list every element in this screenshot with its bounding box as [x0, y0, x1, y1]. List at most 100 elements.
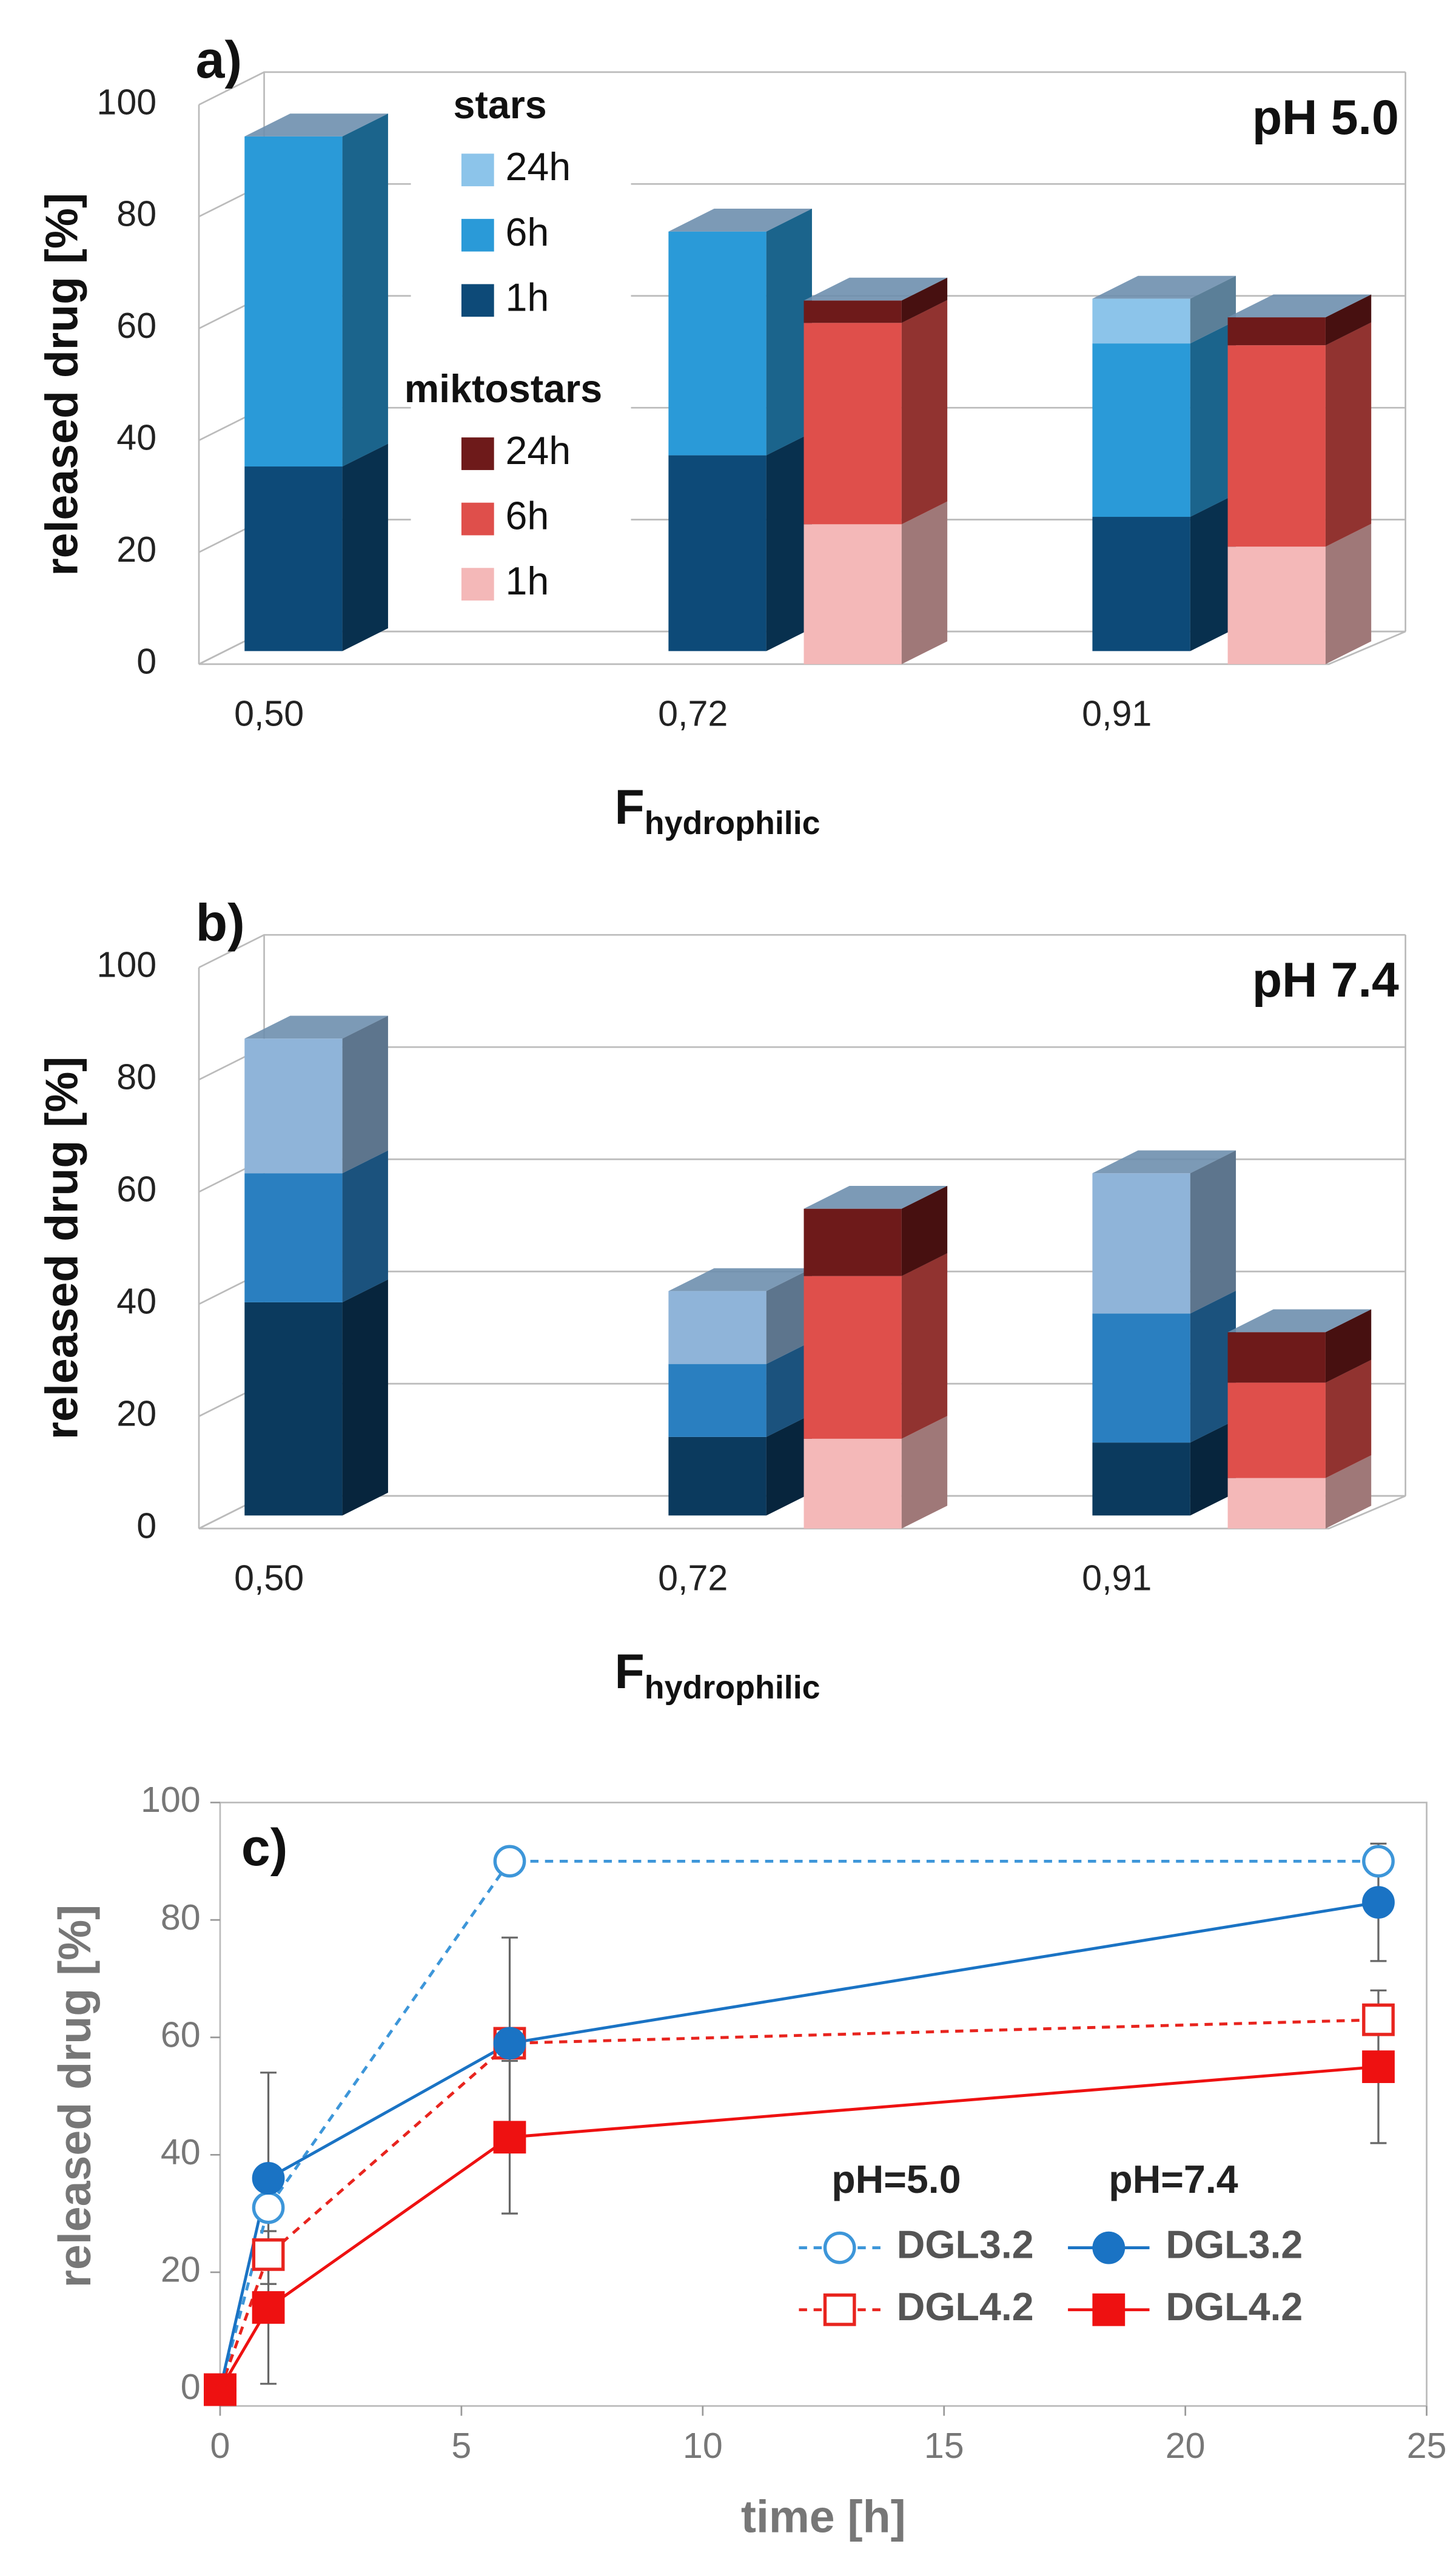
- bar-side-shade: [901, 1416, 948, 1529]
- y-axis-label: released drug [%]: [36, 193, 87, 576]
- bar-segment-side: [766, 432, 812, 651]
- marker: [493, 2121, 526, 2154]
- x-axis-label-sub: hydrophilic: [645, 1669, 820, 1706]
- series-line: [218, 1900, 1379, 2391]
- bar-segment-side: [901, 300, 948, 525]
- legend-label: 1h: [505, 275, 549, 319]
- bar-segment: [1227, 1478, 1326, 1529]
- bar-segment-side: [901, 277, 948, 323]
- bar-segment: [1227, 1382, 1326, 1478]
- bar-segment-side: [766, 1268, 812, 1364]
- floor: [198, 630, 1406, 665]
- bar-top: [1092, 275, 1236, 299]
- bar-segment-side: [342, 1150, 388, 1302]
- marker: [252, 2291, 285, 2324]
- y-tick-label: 20: [116, 1393, 156, 1434]
- bar-segment: [1092, 298, 1190, 344]
- y-tick-label: 100: [96, 944, 156, 985]
- bar-segment-side: [342, 113, 388, 467]
- legend-label: 6h: [505, 494, 549, 538]
- bar-segment-side: [1325, 1359, 1372, 1478]
- y-tick-label: 100: [141, 1779, 201, 1820]
- bar-segment-side: [1325, 294, 1372, 346]
- x-axis-label-sub: hydrophilic: [645, 805, 820, 841]
- legend-marker-shape: [823, 2293, 856, 2326]
- plot-frame: [219, 1802, 1427, 2407]
- bar-top: [244, 113, 388, 136]
- bar-segment: [244, 466, 343, 651]
- grid-line: [198, 71, 1406, 106]
- bar-side-shade: [1325, 322, 1372, 547]
- bar-segment-side: [901, 1416, 948, 1529]
- bar-segment-side: [1190, 275, 1236, 344]
- x-tick-label: 10: [683, 2425, 723, 2466]
- bar-top: [668, 209, 812, 232]
- bar-side-shade: [766, 209, 812, 456]
- bar-segment: [1227, 1332, 1326, 1383]
- bar-segment-side: [901, 1186, 948, 1276]
- bar-segment-side: [1190, 1290, 1236, 1443]
- legend-title: miktostars: [404, 367, 602, 411]
- bar-segment: [1092, 1173, 1190, 1314]
- bar-side-shade: [766, 1268, 812, 1364]
- bar-segment-side: [766, 1341, 812, 1437]
- y-tick-label: 100: [96, 81, 156, 122]
- bar-segment: [244, 1173, 343, 1302]
- bar-segment: [244, 136, 343, 467]
- bar-top: [668, 1268, 812, 1291]
- bar-segment: [668, 1436, 767, 1516]
- y-tick-label: 0: [136, 1505, 156, 1546]
- legend-label: 24h: [505, 429, 571, 473]
- x-tick-label: 0,91: [1082, 693, 1152, 734]
- bar-segment: [668, 231, 767, 456]
- bar-side-shade: [766, 432, 812, 651]
- legend-title: pH=5.0: [831, 2158, 961, 2201]
- marker: [493, 1845, 526, 1878]
- bar-side-shade: [1190, 320, 1236, 517]
- bar-side-shade: [901, 501, 948, 664]
- y-tick-label: 80: [116, 194, 156, 234]
- x-tick-label: 0,50: [234, 1558, 304, 1598]
- bar-segment: [1092, 343, 1190, 517]
- bar-segment-side: [1190, 494, 1236, 651]
- x-axis-label: Fhydrophilic: [615, 780, 820, 841]
- x-axis-label: Fhydrophilic: [615, 1644, 820, 1706]
- bar-side-shade: [342, 1279, 388, 1516]
- bar-segment: [803, 1438, 902, 1529]
- y-tick-label: 20: [116, 529, 156, 570]
- x-tick-label: 15: [924, 2425, 964, 2466]
- legend-swatch: [461, 437, 494, 470]
- bar-side-shade: [342, 1150, 388, 1302]
- bar-side-shade: [342, 113, 388, 467]
- legend-marker: [1092, 2231, 1126, 2264]
- x-tick-label: 5: [451, 2425, 471, 2466]
- bar-side-shade: [901, 1253, 948, 1439]
- bar-segment-side: [342, 1015, 388, 1174]
- bar-top: [803, 277, 948, 301]
- x-tick-label: 0,91: [1082, 1558, 1152, 1598]
- y-tick-label: 60: [116, 1169, 156, 1210]
- marker: [252, 2238, 285, 2271]
- y-tick-label: 60: [116, 305, 156, 346]
- bar-side-shade: [1325, 1359, 1372, 1478]
- bar-segment: [803, 323, 902, 525]
- x-tick-label: 25: [1407, 2425, 1447, 2466]
- bar-side-shade: [1190, 1150, 1236, 1314]
- bar-segment-side: [1325, 1455, 1372, 1529]
- legend-swatch: [461, 284, 494, 317]
- y-tick-label: 0: [181, 2366, 201, 2407]
- bar-segment: [1227, 547, 1326, 664]
- bar-segment: [1092, 1442, 1190, 1516]
- bar-top: [1092, 1150, 1236, 1174]
- x-tick-label: 0: [210, 2425, 230, 2466]
- legend-title: pH=7.4: [1109, 2158, 1238, 2201]
- x-tick-label: 0,50: [234, 693, 304, 734]
- grid-line: [198, 934, 1406, 969]
- bar-side-shade: [1325, 523, 1372, 664]
- y-tick-label: 20: [161, 2249, 201, 2290]
- bar-side-shade: [1325, 1455, 1372, 1529]
- marker: [252, 2162, 285, 2195]
- bar-side-shade: [901, 300, 948, 525]
- y-tick-label: 40: [116, 417, 156, 458]
- legend-marker: [1092, 2293, 1126, 2326]
